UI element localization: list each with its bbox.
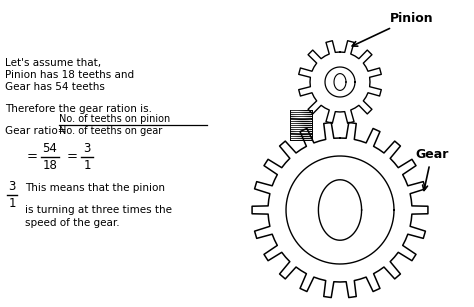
Text: Gear: Gear — [415, 149, 448, 190]
Text: Gear has 54 teeths: Gear has 54 teeths — [5, 82, 105, 92]
Text: speed of the gear.: speed of the gear. — [25, 218, 119, 228]
Text: Therefore the gear ration is.: Therefore the gear ration is. — [5, 104, 152, 114]
Text: =: = — [67, 150, 78, 164]
Text: Let's assume that,: Let's assume that, — [5, 58, 101, 68]
Text: is turning at three times the: is turning at three times the — [25, 205, 172, 215]
Text: Pinion: Pinion — [352, 11, 434, 46]
Text: 54: 54 — [43, 142, 57, 155]
Text: Pinion has 18 teeths and: Pinion has 18 teeths and — [5, 70, 134, 80]
Text: 1: 1 — [8, 197, 16, 210]
Text: This means that the pinion: This means that the pinion — [25, 183, 165, 193]
Text: No. of teeths on gear: No. of teeths on gear — [59, 126, 162, 136]
Text: 18: 18 — [43, 159, 57, 172]
Text: 3: 3 — [9, 180, 16, 193]
Text: No. of teeths on pinion: No. of teeths on pinion — [59, 114, 170, 124]
Text: 1: 1 — [83, 159, 91, 172]
Text: Gear ratio=: Gear ratio= — [5, 126, 66, 136]
Text: =: = — [27, 150, 38, 164]
Text: 3: 3 — [83, 142, 91, 155]
